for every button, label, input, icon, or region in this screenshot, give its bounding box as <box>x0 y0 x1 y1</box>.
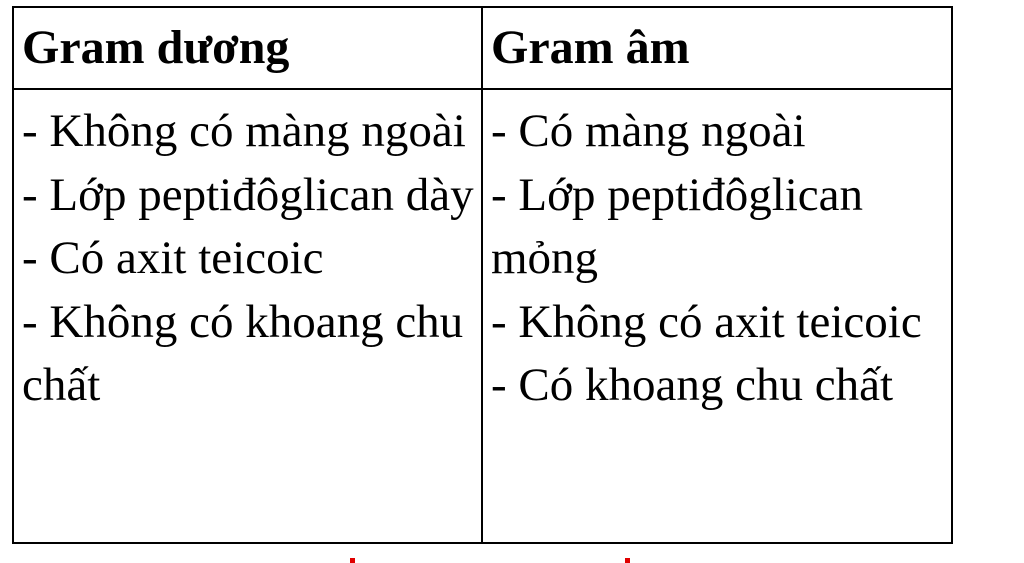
list-item: - Không có khoang chu chất <box>22 295 464 412</box>
list-item: - Không có axit teicoic <box>491 295 922 348</box>
red-mark <box>625 558 630 563</box>
header-gram-positive: Gram dương <box>12 6 483 90</box>
cell-gram-negative: - Có màng ngoài - Lớp peptiđôglican mỏng… <box>481 88 953 544</box>
table-row: - Không có màng ngoài - Lớp peptiđôglica… <box>12 88 953 544</box>
cell-gram-positive: - Không có màng ngoài - Lớp peptiđôglica… <box>12 88 483 544</box>
list-item: - Có màng ngoài <box>491 105 806 157</box>
comparison-table: Gram dương Gram âm - Không có màng ngoài… <box>12 6 953 544</box>
list-item: - Lớp peptiđôglican dày <box>22 168 474 221</box>
list-item: - Không có màng ngoài <box>22 105 466 157</box>
header-gram-negative: Gram âm <box>481 6 953 90</box>
list-item: - Lớp peptiđôglican mỏng <box>491 168 864 285</box>
red-mark <box>350 558 355 563</box>
cropped-text-fragment <box>0 556 1024 563</box>
list-item: - Có axit teicoic <box>22 232 324 284</box>
header-row: Gram dương Gram âm <box>12 6 953 90</box>
list-item: - Có khoang chu chất <box>491 359 894 411</box>
